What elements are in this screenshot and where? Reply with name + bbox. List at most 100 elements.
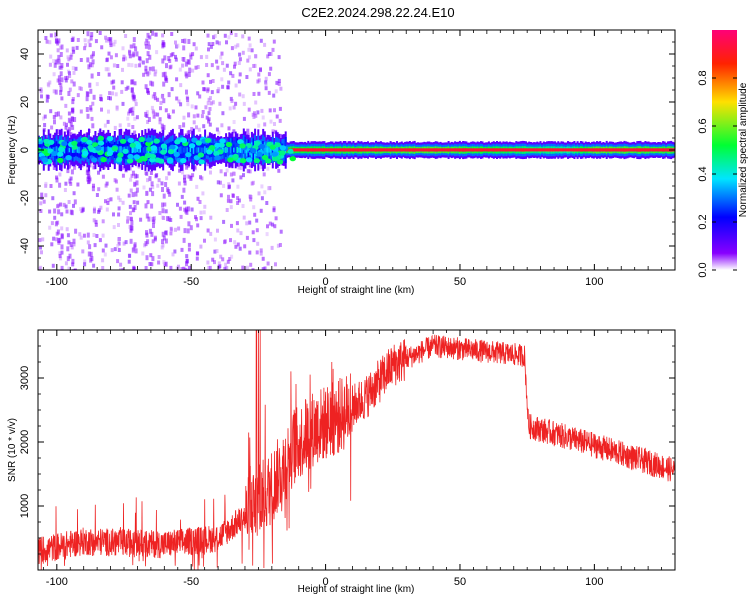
heatmap-speckle [179,83,183,88]
heatmap-speckle [145,232,149,238]
heatmap-speckle [86,232,90,238]
heatmap-speckle [229,71,233,76]
heatmap-speckle [208,265,212,270]
heatmap-speckle [124,87,128,91]
heatmap-speckle [206,162,210,167]
heatmap-speckle [48,40,52,45]
heatmap-speckle [187,265,191,270]
heatmap-speckle [133,116,137,121]
heatmap-speckle [97,72,101,76]
heatmap-cell [231,146,234,154]
heatmap-cell [131,146,134,154]
heatmap-speckle [105,57,109,62]
heatmap-speckle [134,63,138,68]
colorbar-tick-label: 0.2 [697,214,709,229]
heatmap-speckle [126,85,130,90]
heatmap-speckle [277,78,281,83]
heatmap-cell [225,147,228,153]
heatmap-blob [154,157,161,163]
colorbar: 0.0 0.2 0.4 0.6 0.8 Normalized spectral ampl… [697,30,749,278]
heatmap-speckle [209,170,212,175]
heatmap-cell [184,147,187,153]
heatmap-speckle [162,260,166,265]
heatmap-speckle [129,216,133,221]
heatmap-speckle [58,45,62,50]
heatmap-blob [195,140,202,146]
heatmap-speckle [174,54,177,59]
heatmap-speckle [210,90,214,95]
heatmap-speckle [132,96,136,102]
heatmap-speckle [99,205,103,210]
heatmap-speckle [178,168,182,173]
heatmap-speckle [236,196,240,201]
snr-y-axis-label: SNR (10 * v/v) [7,418,18,482]
heatmap-blob [166,158,174,164]
heatmap-cell [129,147,132,153]
heatmap-speckle [262,172,266,177]
x-tick-label: 0 [323,576,329,588]
heatmap-speckle [242,215,246,220]
heatmap-speckle [71,262,75,267]
x-tick-label: 100 [585,576,603,588]
heatmap-speckle [135,115,139,120]
heatmap-speckle [233,240,237,245]
heatmap-speckle [41,237,45,242]
heatmap-speckle [275,80,279,85]
heatmap-speckle [103,252,107,257]
heatmap-speckle [158,120,162,125]
heatmap-speckle [198,200,202,204]
heatmap-speckle [209,231,213,236]
heatmap-speckle [97,208,101,213]
heatmap-speckle [261,115,265,120]
heatmap-speckle [58,182,62,188]
heatmap-speckle [121,268,125,270]
heatmap-blob [245,157,253,163]
heatmap-speckle [90,116,94,121]
spectrogram-y-axis-label: Frequency (Hz) [7,116,18,185]
heatmap-speckle [219,254,223,259]
heatmap-speckle [201,191,205,196]
heatmap-speckle [238,52,242,57]
heatmap-speckle [209,96,212,100]
heatmap-cell [75,147,78,153]
heatmap-speckle [234,33,238,37]
heatmap-speckle [175,77,179,82]
heatmap-cell [102,146,105,154]
heatmap-blob [191,137,198,143]
heatmap-blob [174,139,181,145]
heatmap-speckle [107,72,111,77]
heatmap-speckle [183,180,187,186]
colorbar-tick-label: 0.0 [697,262,709,277]
heatmap-speckle [154,112,158,117]
y-tick-label: 0 [19,147,31,153]
heatmap-speckle [43,123,47,127]
heatmap-speckle [202,124,206,129]
heatmap-speckle [230,254,234,259]
heatmap-speckle [147,216,151,222]
heatmap-speckle [58,172,62,177]
heatmap-speckle [79,58,83,62]
heatmap-blob [253,158,260,164]
heatmap-blob [65,155,72,161]
heatmap-blob [122,148,129,154]
heatmap-speckle [66,246,70,252]
heatmap-cell [52,147,55,153]
heatmap-speckle [89,251,93,257]
heatmap-speckle [264,86,268,91]
heatmap-speckle [216,180,220,185]
heatmap-speckle [92,218,96,223]
heatmap-speckle [248,169,252,174]
heatmap-speckle [202,210,206,215]
heatmap-speckle [131,207,135,213]
heatmap-cell [183,147,186,153]
heatmap-speckle [187,112,191,118]
heatmap-speckle [146,51,150,57]
heatmap-speckle [227,80,231,85]
heatmap-speckle [194,105,198,110]
heatmap-speckle [71,66,75,71]
heatmap-speckle [185,261,188,267]
heatmap-speckle [134,248,138,254]
heatmap-speckle [206,101,210,106]
heatmap-speckle [266,166,270,171]
heatmap-speckle [170,32,174,36]
